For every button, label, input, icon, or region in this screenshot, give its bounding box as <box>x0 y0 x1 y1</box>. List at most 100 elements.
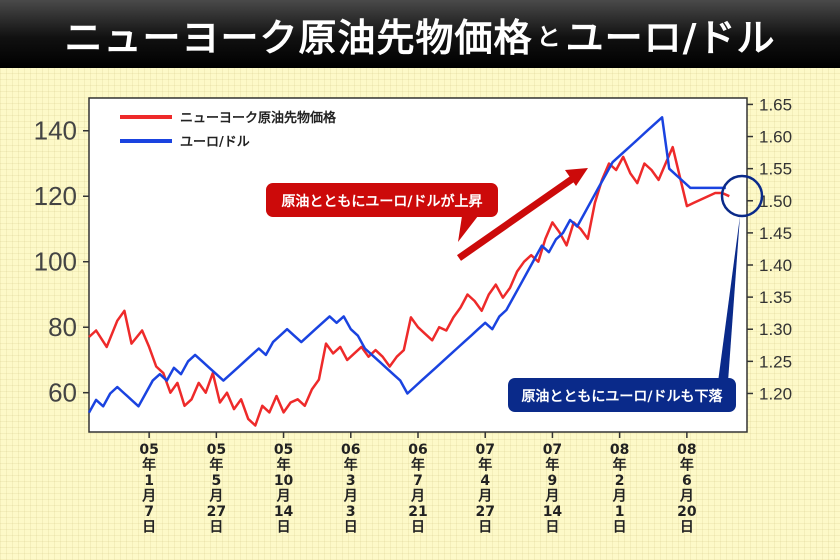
x-axis-tick-label-line: 年 <box>209 457 223 474</box>
x-axis-tick-label-line: 月 <box>141 489 156 505</box>
title-part-1: ニューヨーク原油先物価格 <box>64 15 533 60</box>
right-axis: 1.20 1.25 1.30 1.35 1.40 1.45 1.50 1.55 1.60 1.65 <box>747 95 792 403</box>
x-axis-tick-label-line: 日 <box>545 520 559 536</box>
x-axis-tick-label-line: 月 <box>343 489 358 505</box>
up-arrow-head <box>565 168 588 186</box>
x-axis-tick-label-line: 年 <box>277 457 291 474</box>
x-axis-tick-label-line: 日 <box>478 520 492 536</box>
x-axis-tick-label-line: 月 <box>544 489 559 505</box>
x-axis-tick-label-line: 日 <box>209 520 223 536</box>
x-axis-tick-label-line: 06 <box>341 442 360 458</box>
left-axis-tick-label: 140 <box>34 116 77 146</box>
right-axis-tick-label: 1.35 <box>759 288 792 307</box>
title-part-2: と <box>536 22 562 51</box>
x-axis-tick-label-line: 9 <box>548 473 558 489</box>
x-axis-tick-label: 06 年 7 月 21 日 <box>408 442 427 536</box>
x-axis-tick-label: 06 年 3 月 3 日 <box>341 442 360 536</box>
x-axis-tick-label-line: 年 <box>142 457 156 474</box>
x-axis-tick-label-line: 08 <box>677 442 696 458</box>
x-axis-tick-label-line: 年 <box>613 457 627 474</box>
x-axis: 05 年 1 月 7 日05 年 5 月 27 日05 年 10 月 14 日06 年 3 月 3 日06 年 7 月 21 日0… <box>139 432 697 536</box>
series-line-oil <box>88 145 730 427</box>
x-axis-tick-label-line: 日 <box>344 520 358 536</box>
x-axis-tick-label-line: 6 <box>682 473 692 489</box>
right-axis-tick-label: 1.45 <box>759 224 792 243</box>
highlight-circle <box>720 174 764 218</box>
left-axis-tick-label: 120 <box>34 181 77 211</box>
x-axis-tick-label-line: 21 <box>408 504 427 520</box>
legend: ニューヨーク原油先物価格 ユーロ/ドル <box>120 110 337 150</box>
x-axis-tick-label: 05 年 5 月 27 日 <box>207 442 226 536</box>
right-axis-tick-label: 1.55 <box>759 160 792 179</box>
left-axis: 60 80 100 120 140 <box>34 116 89 408</box>
up-arrow-shaft <box>456 174 578 261</box>
x-axis-tick-label-line: 月 <box>410 489 425 505</box>
callout-down-box <box>508 378 736 412</box>
x-axis-tick-label-line: 7 <box>144 504 154 520</box>
x-axis-tick-label-line: 年 <box>478 457 492 474</box>
x-axis-tick-label-line: 日 <box>277 520 291 536</box>
x-axis-tick-label-line: 日 <box>680 520 694 536</box>
x-axis-tick-label-line: 05 <box>274 442 293 458</box>
right-axis-tick-label: 1.60 <box>759 128 792 147</box>
x-axis-tick-label-line: 20 <box>677 504 697 520</box>
legend-label-oil: ニューヨーク原油先物価格 <box>180 110 337 126</box>
x-axis-tick-label-line: 2 <box>615 473 625 489</box>
x-axis-tick-label: 08 年 6 月 20 日 <box>677 442 697 536</box>
x-axis-tick-label-line: 年 <box>680 457 694 474</box>
x-axis-tick-label-line: 4 <box>480 473 490 489</box>
callout-up: 原油とともにユーロ/ドルが上昇 <box>266 183 498 242</box>
x-axis-tick-label-line: 月 <box>477 489 492 505</box>
x-axis-tick-label-line: 1 <box>144 473 154 489</box>
callout-down: 原油とともにユーロ/ドルも下落 <box>508 174 764 412</box>
x-axis-tick-label-line: 05 <box>207 442 226 458</box>
x-axis-tick-label-line: 7 <box>413 473 423 489</box>
left-axis-tick-label: 100 <box>34 247 77 277</box>
right-axis-tick-label: 1.20 <box>759 384 792 403</box>
x-axis-tick-label-line: 3 <box>346 504 356 520</box>
left-axis-tick-label: 80 <box>48 312 77 342</box>
left-axis-tick-label: 60 <box>48 378 77 408</box>
x-axis-tick-label: 07 年 4 月 27 日 <box>475 442 494 536</box>
series-layer <box>87 116 730 427</box>
x-axis-tick-label-line: 年 <box>411 457 425 474</box>
right-axis-tick-label: 1.30 <box>759 320 792 339</box>
x-axis-tick-label-line: 3 <box>346 473 356 489</box>
x-axis-tick-label: 08 年 2 月 1 日 <box>610 442 629 536</box>
page-title: ニューヨーク原油先物価格 と ユーロ/ドル <box>0 0 840 68</box>
right-axis-tick-label: 1.65 <box>759 95 792 114</box>
x-axis-tick-label-line: 1 <box>615 504 625 520</box>
x-axis-tick-label-line: 日 <box>613 520 627 536</box>
plot-area <box>88 97 748 433</box>
right-axis-tick-label: 1.40 <box>759 256 792 275</box>
callout-down-text: 原油とともにユーロ/ドルも下落 <box>521 388 723 405</box>
x-axis-tick-label-line: 月 <box>679 489 694 505</box>
x-axis-tick-label-line: 月 <box>208 489 223 505</box>
x-axis-tick-label-line: 月 <box>612 489 627 505</box>
right-axis-tick-label: 1.25 <box>759 352 792 371</box>
x-axis-tick-label-line: 年 <box>344 457 358 474</box>
callout-up-tail <box>458 216 478 242</box>
x-axis-tick-label-line: 07 <box>543 442 562 458</box>
x-axis-tick-label-line: 日 <box>411 520 425 536</box>
x-axis-tick-label-line: 08 <box>610 442 629 458</box>
title-part-3: ユーロ/ドル <box>565 15 776 60</box>
x-axis-tick-label-line: 10 <box>274 473 294 489</box>
x-axis-tick-label-line: 27 <box>207 504 226 520</box>
right-axis-tick-label: 1.50 <box>759 192 792 211</box>
x-axis-tick-label: 07 年 9 月 14 日 <box>543 442 563 536</box>
x-axis-tick-label: 05 年 10 月 14 日 <box>274 442 294 536</box>
x-axis-tick-label-line: 月 <box>276 489 291 505</box>
legend-label-euro: ユーロ/ドル <box>180 135 250 150</box>
x-axis-tick-label: 05 年 1 月 7 日 <box>139 442 158 536</box>
callout-up-text: 原油とともにユーロ/ドルが上昇 <box>281 193 482 210</box>
x-axis-tick-label-line: 07 <box>475 442 494 458</box>
callout-down-tail <box>718 216 740 382</box>
x-axis-tick-label-line: 05 <box>139 442 158 458</box>
callout-up-box <box>266 183 498 217</box>
x-axis-tick-label-line: 06 <box>408 442 427 458</box>
series-line-euro <box>87 116 726 414</box>
x-axis-tick-label-line: 27 <box>475 504 494 520</box>
x-axis-tick-label-line: 5 <box>211 473 221 489</box>
